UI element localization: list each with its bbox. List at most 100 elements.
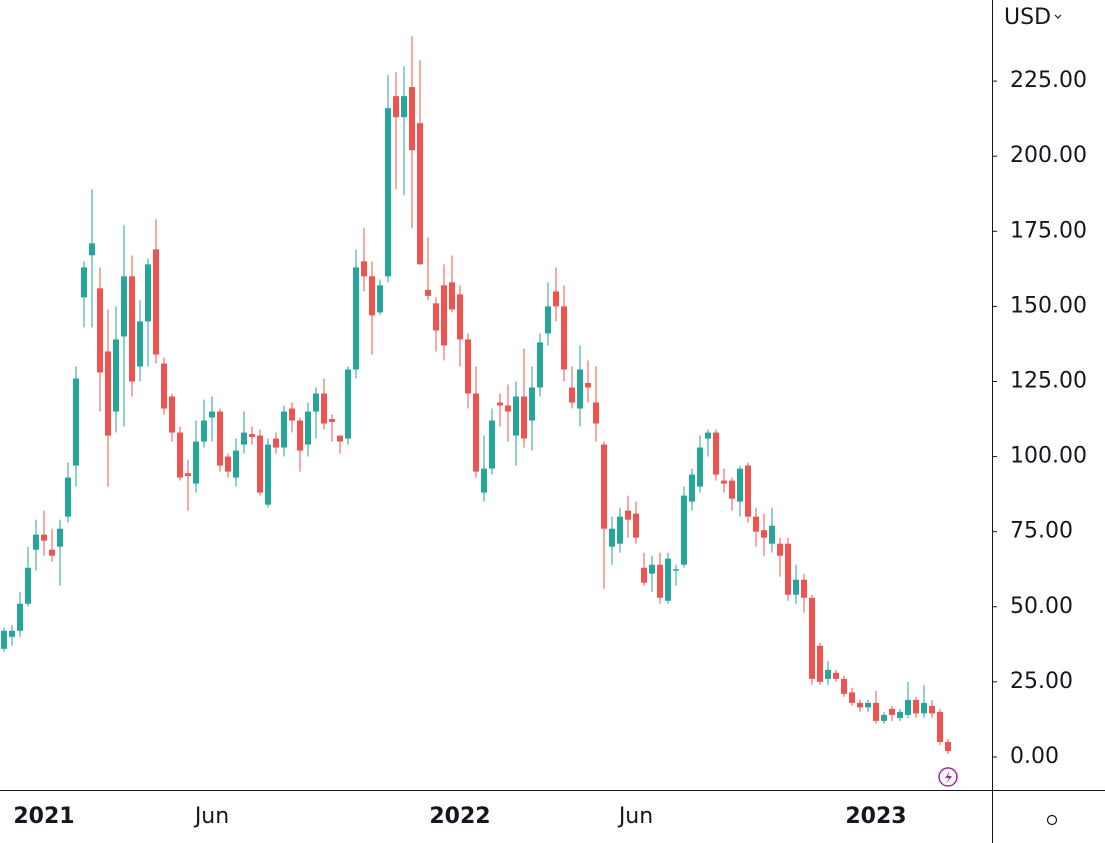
candle-body [897,711,903,718]
candle-body [49,549,55,556]
candle-body [257,435,263,493]
y-tick-label: 100.00 [1010,444,1087,469]
candle-body [689,474,695,502]
candle-body [297,420,303,451]
candle-body [673,569,679,571]
y-tick-label: 150.00 [1010,293,1087,318]
candle-body [545,306,551,334]
candle-body [553,291,559,307]
x-tick-label: 2021 [13,804,74,829]
candle-body [641,567,647,583]
candle-body [873,702,879,721]
candle-body [593,402,599,424]
candle-body [801,579,807,598]
candle-body [769,525,775,544]
candle-body [129,276,135,382]
candle-body [697,447,703,487]
candle-body [465,339,471,394]
candle-body [217,411,223,466]
candle-body [89,243,95,256]
candle-body [649,564,655,574]
candle-body [409,87,415,151]
candle-body [361,261,367,277]
candle-body [305,411,311,445]
candle-body [729,480,735,499]
candle-body [433,303,439,331]
candle-body [161,363,167,409]
candle-body [97,288,103,373]
candle-body [377,285,383,313]
y-tick-label: 50.00 [1010,594,1073,619]
candle-body [249,434,255,438]
candle-body [265,444,271,505]
candle-body [9,630,15,637]
candle-body [185,473,191,477]
x-tick-label: Jun [193,804,229,829]
candle-body [625,510,631,520]
candle-body [497,402,503,406]
candle-body [569,387,575,403]
candle-body [905,699,911,715]
settings-circle [1046,814,1058,826]
candle-body [137,321,143,367]
candle-body [425,289,431,296]
candle-body [505,405,511,412]
candle-body [745,465,751,517]
candle-body [945,741,951,751]
candle-body [681,495,687,565]
candle-body [817,645,823,682]
candle-body [81,267,87,298]
candle-body [785,543,791,595]
candle-body [337,435,343,442]
candle-body [865,702,871,708]
candle-body [529,387,535,421]
candle-body [33,534,39,550]
candle-body [457,294,463,340]
candle-body [825,669,831,679]
candle-body [41,534,47,541]
candle-body [153,249,159,355]
y-tick-label: 200.00 [1010,143,1087,168]
candle-body [577,369,583,409]
candle-body [73,378,79,466]
candle-body [793,579,799,595]
candle-body [1,630,7,649]
candle-body [473,393,479,472]
candle-body [889,708,895,715]
candle-body [353,267,359,370]
candle-body [289,408,295,421]
candle-body [737,468,743,502]
candle-body [521,396,527,439]
candle-body [841,678,847,694]
candle-body [713,432,719,475]
y-tick-label: 175.00 [1010,218,1087,243]
candle-body [225,456,231,472]
settings-icon[interactable] [1046,814,1058,826]
candle-body [369,276,375,316]
x-tick-label: Jun [617,804,653,829]
currency-chevron[interactable] [1054,14,1062,19]
candle-body [401,96,407,118]
flash-bolt [945,771,952,784]
candle-body [705,432,711,439]
candle-body [633,513,639,538]
candle-body [561,306,567,370]
candle-body [121,276,127,337]
candle-body [513,396,519,436]
candle-body [809,597,815,679]
candle-body [169,396,175,433]
candle-body [241,432,247,445]
currency-label[interactable]: USD [1004,5,1051,30]
candle-body [145,264,151,322]
candle-body [489,420,495,469]
y-tick-label: 75.00 [1010,519,1073,544]
candle-body [481,468,487,493]
candle-body [881,714,887,721]
candle-body [393,96,399,118]
candle-body [201,420,207,442]
candle-body [585,382,591,388]
candle-body [17,603,23,631]
flash-icon[interactable] [938,767,958,787]
candle-body [665,558,671,601]
